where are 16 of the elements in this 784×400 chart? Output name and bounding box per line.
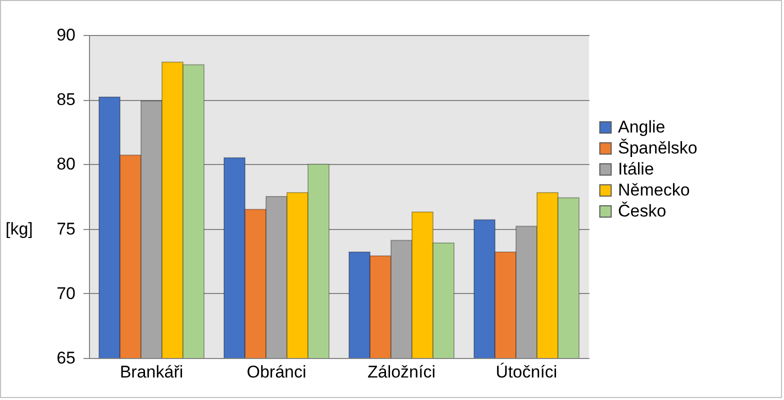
legend-label: Česko xyxy=(618,201,666,220)
x-tick-label: Obránci xyxy=(246,362,306,382)
y-tick-label: 80 xyxy=(56,154,76,174)
y-tick-label: 70 xyxy=(56,284,76,303)
legend-label: Španělsko xyxy=(618,138,698,158)
x-tick-label: Brankáři xyxy=(120,362,184,382)
x-tick-label: Útočníci xyxy=(496,362,558,382)
y-axis-title: [kg] xyxy=(6,219,33,238)
y-tick-label: 75 xyxy=(56,219,76,238)
legend-label: Anglie xyxy=(618,117,666,136)
y-tick-label: 90 xyxy=(56,26,76,44)
x-tick-label: Záložníci xyxy=(367,362,436,382)
legend-label: Německo xyxy=(618,180,690,200)
y-tick-label: 65 xyxy=(56,348,76,368)
y-tick-label: 85 xyxy=(56,90,76,110)
legend-label: Itálie xyxy=(618,159,654,178)
